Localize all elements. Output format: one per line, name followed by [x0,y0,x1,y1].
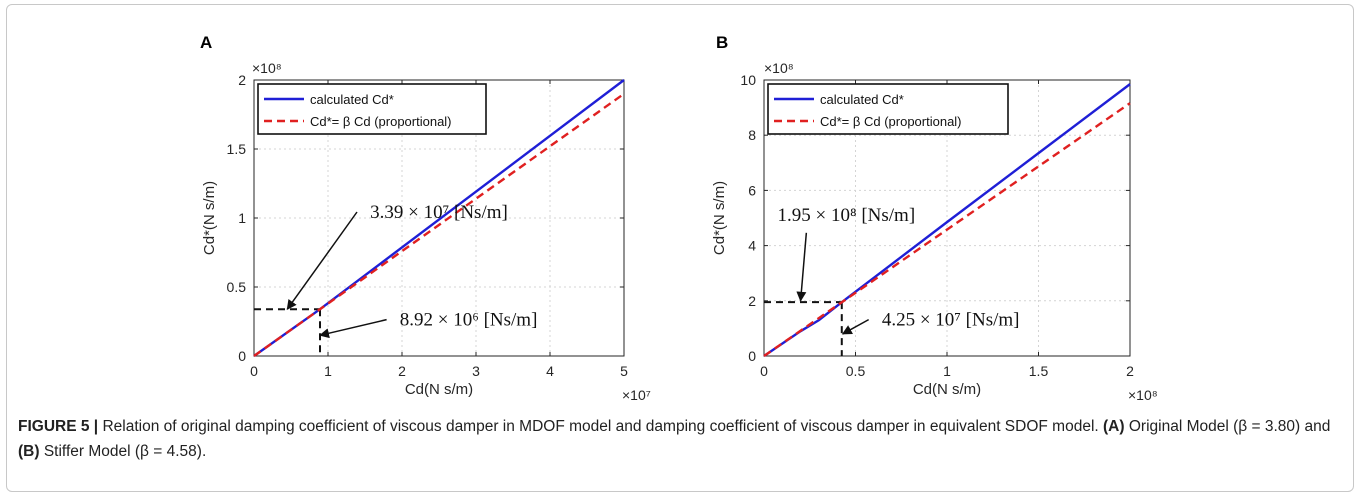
figure-frame [6,4,1354,492]
chart-panel-a: A 0 1 2 3 4 5 0 0.5 1 1.5 2 ×10⁸ ×10⁷ Cd(N s/m) Cd*(N s… [200,33,651,403]
caption-figure-label: FIGURE 5 | [18,418,99,435]
chart-panel-b: B 0 0.5 1 1.5 2 0 2 4 6 8 10 ×10⁸ ×10⁸ Cd(N s/m) Cd*(N … [711,33,1158,403]
caption-label-a: (A) [1103,418,1125,435]
annotation-arrow [796,232,808,302]
annotation-label: 1.95 × 10⁸ [Ns/m] [778,205,916,226]
panel-label: B [716,33,728,52]
annotation-arrow [319,318,387,339]
y-tick-label: 0 [238,348,246,364]
annotation-label: 3.39 × 10⁷ [Ns/m] [370,202,508,223]
y-tick-label: 1 [238,210,246,226]
y-multiplier: ×10⁸ [252,60,282,76]
x-tick-label: 0.5 [846,363,866,379]
y-tick-label: 2 [238,72,246,88]
y-tick-label: 0 [748,348,756,364]
y-axis-label: Cd*(N s/m) [711,181,728,255]
legend-label: calculated Cd* [820,92,904,107]
series-line [763,102,1131,357]
x-axis-label: Cd(N s/m) [913,381,981,398]
x-axis-label: Cd(N s/m) [405,381,473,398]
legend-label: Cd*= β Cd (proportional) [310,114,452,129]
x-tick-label: 2 [1126,363,1134,379]
legend-label: Cd*= β Cd (proportional) [820,114,962,129]
caption-text-3: Stiffer Model (β = 4.58). [43,443,207,460]
y-tick-label: 8 [748,127,756,143]
y-tick-label: 6 [748,182,756,198]
caption-text-1: Relation of original damping coefficient… [102,418,1099,435]
y-multiplier: ×10⁸ [764,60,794,76]
panel-label: A [200,33,212,52]
caption-text-2: Original Model (β = 3.80) and [1128,418,1331,435]
x-tick-label: 0 [760,363,768,379]
legend-box [767,83,1009,135]
y-tick-label: 10 [740,72,756,88]
legend-label: calculated Cd* [310,92,394,107]
y-axis-label: Cd*(N s/m) [201,181,218,255]
y-tick-label: 4 [748,238,756,254]
y-tick-label: 1.5 [227,141,247,157]
annotation-arrow [841,318,870,335]
y-tick-label: 0.5 [227,279,247,295]
annotation-label: 8.92 × 10⁶ [Ns/m] [400,310,538,331]
x-tick-label: 5 [620,363,628,379]
annotation-label: 4.25 × 10⁷ [Ns/m] [882,310,1020,331]
x-tick-label: 1.5 [1029,363,1049,379]
x-tick-label: 1 [943,363,951,379]
figure-charts: A 0 1 2 3 4 5 0 0.5 1 1.5 2 ×10⁸ ×10⁷ Cd(N s/m) Cd*(N s… [200,33,1158,403]
annotation-arrow [286,211,358,311]
caption-label-b: (B) [18,443,40,460]
legend-box [257,83,487,135]
x-tick-label: 1 [324,363,332,379]
x-multiplier: ×10⁸ [1128,387,1158,403]
series-line [253,92,625,357]
y-tick-label: 2 [748,293,756,309]
x-tick-label: 0 [250,363,258,379]
x-tick-label: 2 [398,363,406,379]
x-tick-label: 4 [546,363,554,379]
figure-caption: FIGURE 5 | Relation of original damping … [18,414,1338,464]
x-multiplier: ×10⁷ [622,387,651,403]
x-tick-label: 3 [472,363,480,379]
